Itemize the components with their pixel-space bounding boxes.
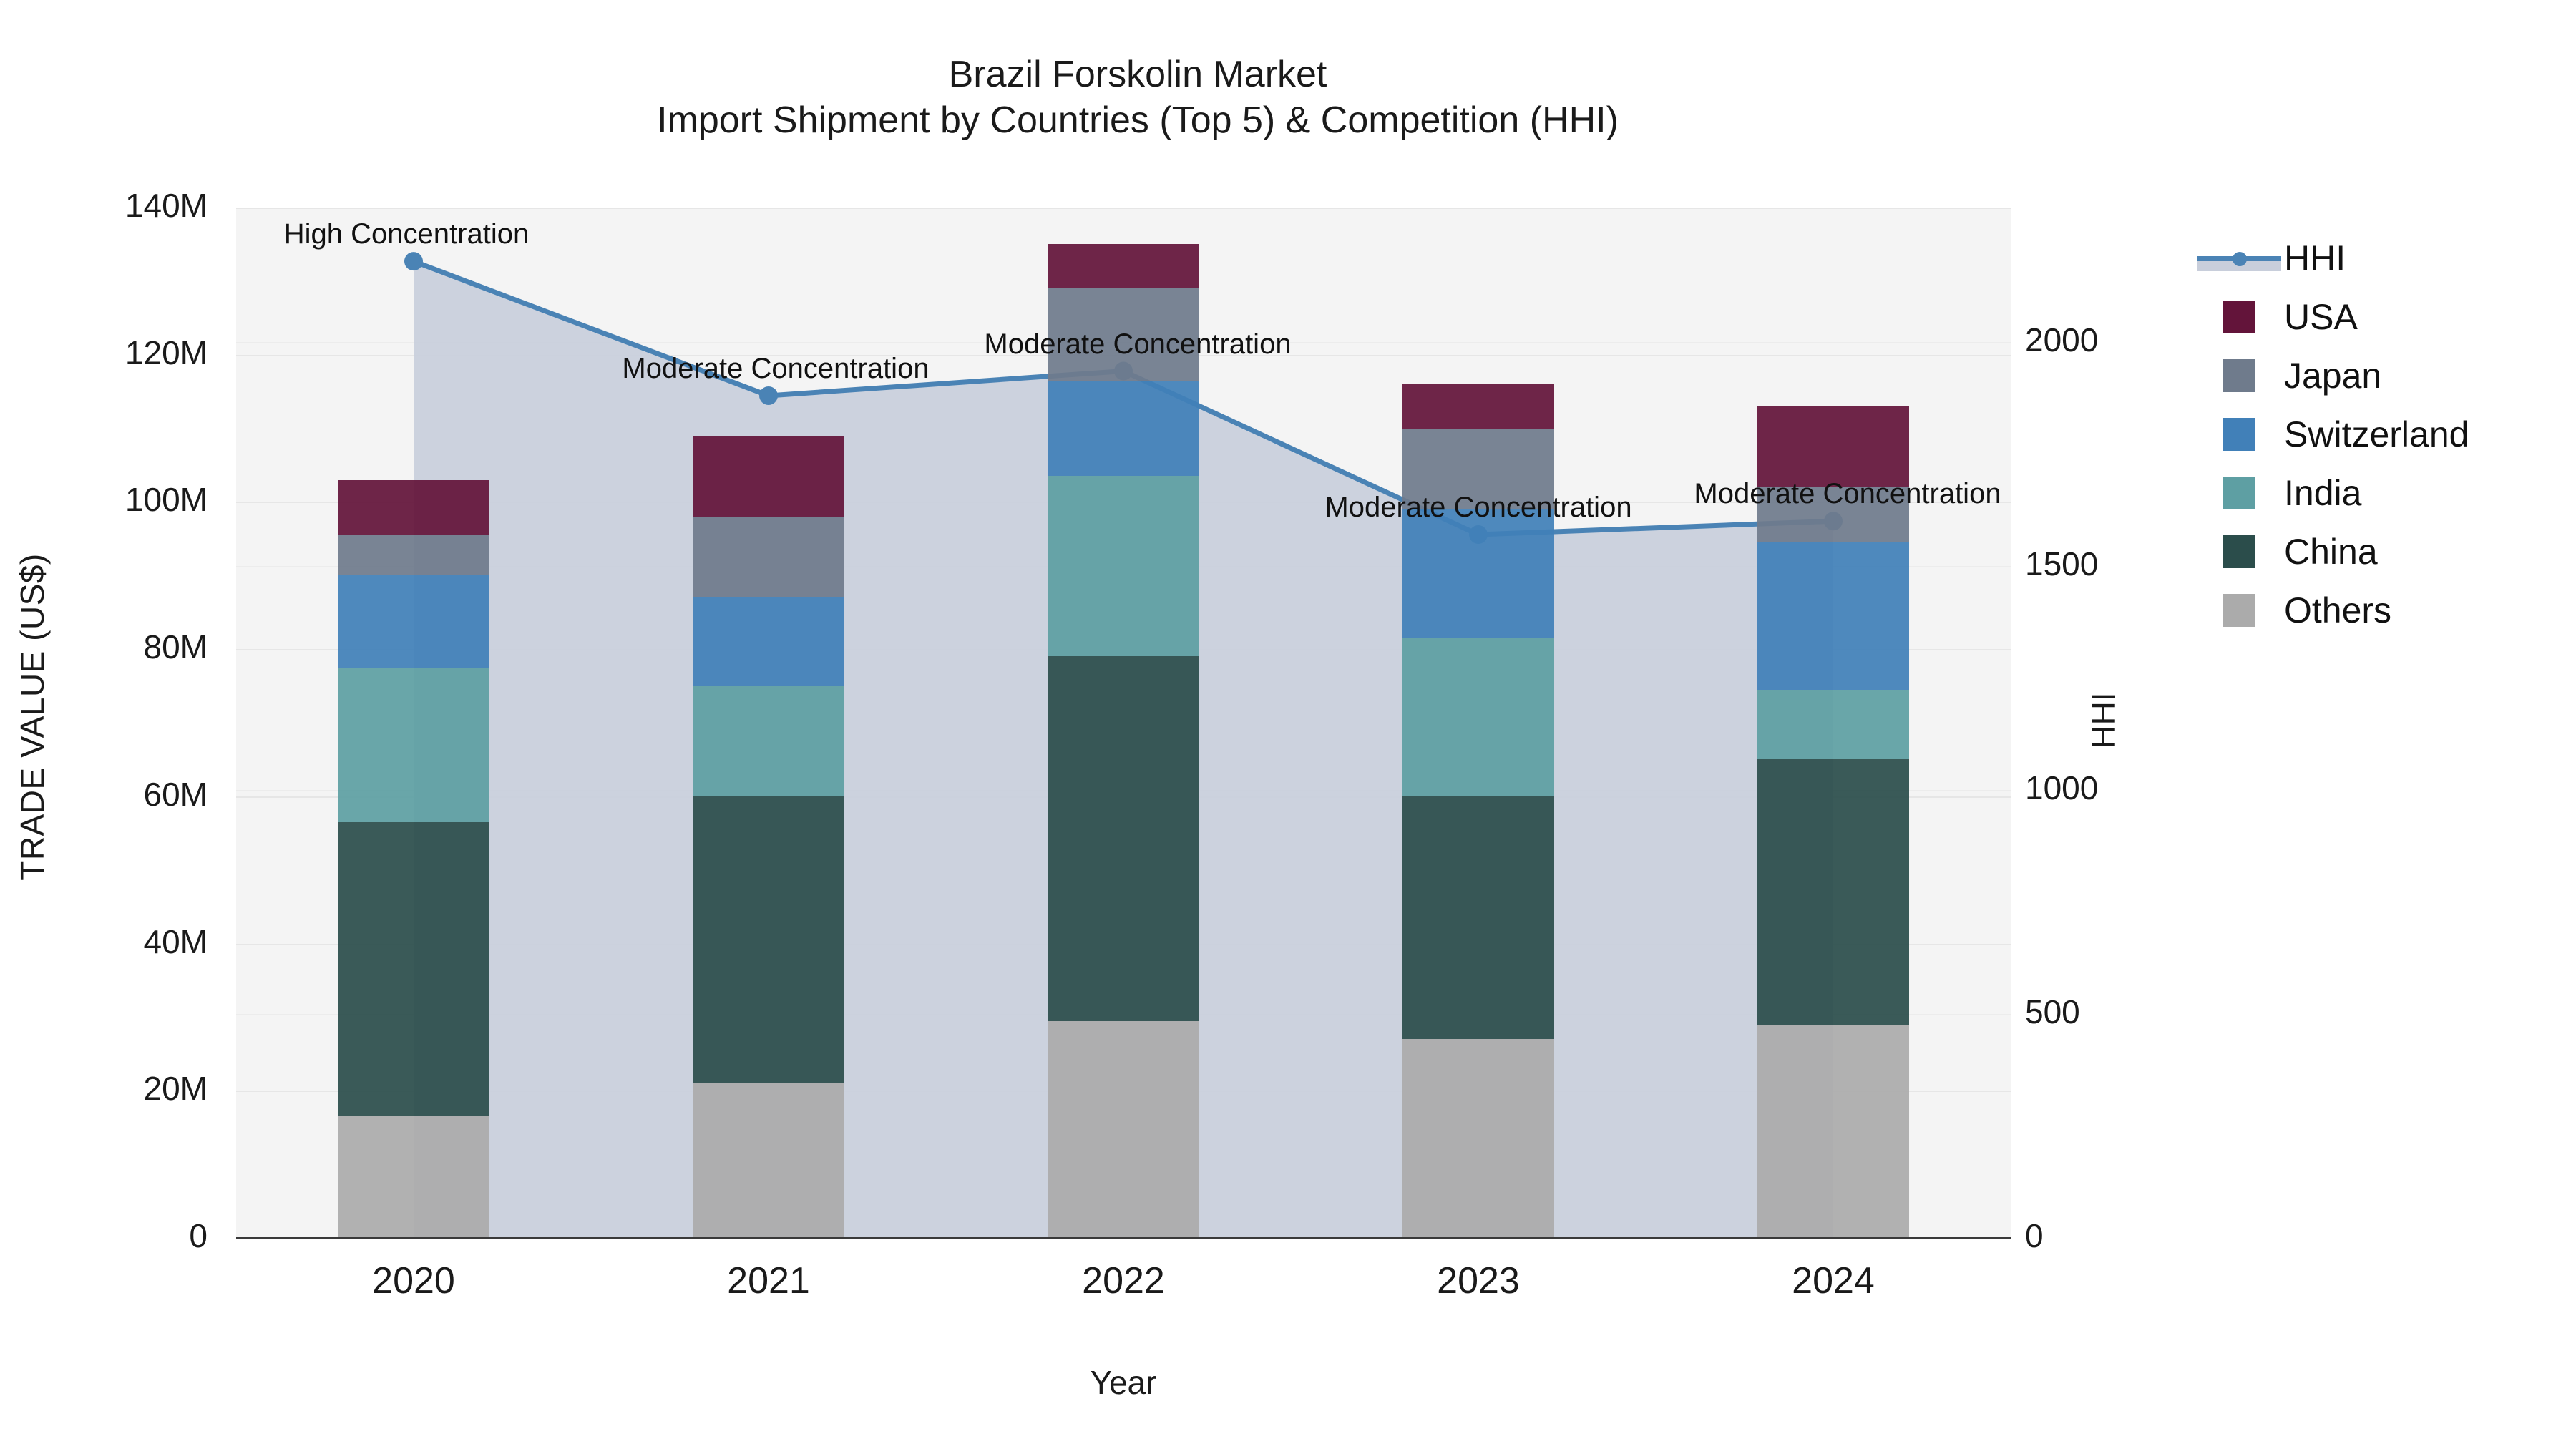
bar-segment-switzerland[interactable] (1757, 542, 1909, 690)
legend-label: Switzerland (2284, 414, 2469, 454)
legend-swatch-japan (2223, 359, 2255, 392)
concentration-annotation: Moderate Concentration (984, 328, 1292, 360)
concentration-annotation: Moderate Concentration (1694, 478, 2001, 510)
bar-segment-others[interactable] (338, 1116, 489, 1238)
bar-segment-others[interactable] (693, 1083, 844, 1238)
legend-label: India (2284, 473, 2362, 513)
bar-segment-india[interactable] (693, 686, 844, 796)
chart-subtitle: Import Shipment by Countries (Top 5) & C… (657, 99, 1619, 142)
legend-line-dot (2233, 252, 2247, 266)
legend-swatch-switzerland (2223, 418, 2255, 451)
bar-segment-japan[interactable] (338, 535, 489, 576)
legend-item-switzerland[interactable]: Switzerland (2197, 405, 2569, 464)
y-tick-label-right: 1500 (2025, 545, 2099, 582)
bar-segment-india[interactable] (338, 667, 489, 822)
hhi-data-point[interactable] (759, 386, 778, 405)
legend-line-icon (2197, 242, 2281, 275)
legend-label: Others (2284, 590, 2392, 630)
legend: HHI USA Japan Switzerland India China Others (2197, 229, 2569, 640)
legend-item-others[interactable]: Others (2197, 581, 2569, 640)
bar-segment-usa[interactable] (1402, 384, 1554, 429)
x-axis-label: Year (1090, 1364, 1157, 1401)
bar-segment-usa[interactable] (1048, 244, 1199, 289)
bar-segment-india[interactable] (1402, 638, 1554, 796)
gridline (236, 208, 2011, 209)
chart-title: Brazil Forskolin Market (948, 54, 1327, 95)
bar-segment-india[interactable] (1048, 476, 1199, 657)
bar-segment-others[interactable] (1402, 1039, 1554, 1238)
legend-label: Japan (2284, 356, 2382, 396)
legend-item-hhi[interactable]: HHI (2197, 229, 2569, 288)
bar-stack[interactable] (338, 208, 489, 1238)
bar-segment-switzerland[interactable] (1048, 380, 1199, 477)
bar-segment-china[interactable] (338, 821, 489, 1117)
y-tick-label-left: 80M (143, 628, 208, 666)
bar-segment-usa[interactable] (338, 479, 489, 535)
plot-area: High Concentration Moderate Concentration… (236, 208, 2011, 1239)
bar-segment-japan[interactable] (1757, 487, 1909, 542)
bar-stack[interactable] (1402, 208, 1554, 1238)
y-tick-label-left: 100M (125, 481, 208, 519)
y-tick-label-left: 60M (143, 775, 208, 813)
y-tick-label-right: 0 (2025, 1217, 2044, 1254)
legend-swatch-india (2223, 477, 2255, 509)
legend-item-india[interactable]: India (2197, 464, 2569, 522)
bar-segment-japan[interactable] (693, 517, 844, 598)
bar-segment-switzerland[interactable] (338, 575, 489, 668)
bar-segment-china[interactable] (1402, 796, 1554, 1040)
bar-segment-india[interactable] (1757, 689, 1909, 760)
y-tick-label-left: 140M (125, 187, 208, 224)
bar-stack[interactable] (1048, 208, 1199, 1238)
x-tick-label: 2024 (1792, 1260, 1875, 1302)
legend-area-band (2197, 261, 2281, 271)
y-tick-label-left: 40M (143, 922, 208, 960)
bar-segment-japan[interactable] (1048, 288, 1199, 381)
y-axis-label-left: TRADE VALUE (US$) (14, 553, 51, 881)
x-tick-label: 2021 (727, 1260, 810, 1302)
bar-segment-others[interactable] (1048, 1020, 1199, 1238)
concentration-annotation: Moderate Concentration (622, 352, 930, 384)
y-tick-label-right: 1000 (2025, 769, 2099, 806)
legend-swatch-others (2223, 594, 2255, 627)
x-axis-baseline (236, 1237, 2011, 1239)
bar-segment-japan[interactable] (1402, 428, 1554, 509)
x-tick-label: 2022 (1082, 1260, 1165, 1302)
bar-segment-china[interactable] (1048, 656, 1199, 1021)
y-tick-label-right: 500 (2025, 992, 2080, 1030)
bar-segment-china[interactable] (1757, 759, 1909, 1025)
x-tick-label: 2023 (1437, 1260, 1520, 1302)
legend-item-japan[interactable]: Japan (2197, 346, 2569, 405)
concentration-annotation: Moderate Concentration (1324, 492, 1632, 524)
legend-item-china[interactable]: China (2197, 522, 2569, 581)
bar-segment-usa[interactable] (693, 435, 844, 517)
bar-segment-china[interactable] (693, 796, 844, 1083)
legend-swatch-china (2223, 535, 2255, 568)
y-tick-label-left: 0 (189, 1217, 208, 1254)
legend-label: HHI (2284, 238, 2346, 278)
legend-label: China (2284, 532, 2378, 572)
concentration-annotation: High Concentration (283, 218, 530, 250)
legend-swatch-usa (2223, 301, 2255, 333)
legend-item-usa[interactable]: USA (2197, 288, 2569, 346)
legend-label: USA (2284, 297, 2358, 337)
bar-stack[interactable] (1757, 208, 1909, 1238)
hhi-data-point[interactable] (404, 252, 423, 271)
y-tick-label-right: 2000 (2025, 321, 2099, 358)
bar-segment-switzerland[interactable] (693, 597, 844, 686)
y-axis-label-right: HHI (2085, 692, 2122, 749)
bar-stack[interactable] (693, 208, 844, 1238)
bar-segment-switzerland[interactable] (1402, 509, 1554, 638)
chart-title-block: Brazil Forskolin Market Import Shipment … (0, 52, 2275, 144)
y-tick-label-left: 120M (125, 333, 208, 371)
bar-segment-usa[interactable] (1757, 406, 1909, 487)
bar-segment-others[interactable] (1757, 1024, 1909, 1238)
x-tick-label: 2020 (372, 1260, 455, 1302)
y-tick-label-left: 20M (143, 1070, 208, 1108)
